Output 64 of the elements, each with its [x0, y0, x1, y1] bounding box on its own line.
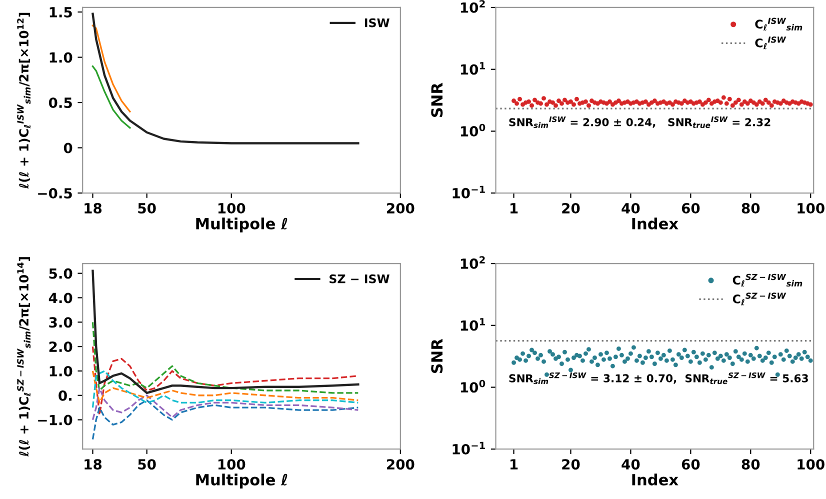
y-tick-label: −0.5 [38, 188, 72, 199]
x-tick-label: 20 [562, 203, 580, 214]
y-tick-label: 10$^{1}$ [460, 62, 485, 75]
y-tick-label: 10$^{1}$ [460, 318, 485, 331]
y-tick-label: 5.0 [49, 268, 72, 279]
y-tick-label: 1.0 [50, 52, 72, 63]
y-tick-label: 1.5 [50, 7, 72, 18]
y-tick-label: 10$^{2}$ [460, 0, 485, 13]
y-tick-label: 10$^{−1}$ [452, 442, 485, 454]
legend-label: C$_{ℓ}$$^{SZ−ISW}$$_{sim}$ [732, 274, 802, 287]
y-tick-label: 0. [58, 390, 72, 401]
x-tick-label: 80 [742, 203, 760, 214]
y-tick-label: 0.5 [48, 97, 72, 108]
y-tick-label: 10$^{−1}$ [452, 186, 485, 198]
y-tick-label: 3.0 [49, 317, 72, 328]
x-tick-label: 40 [622, 203, 640, 214]
x-axis-title: Multipole ℓ [196, 474, 288, 488]
x-tick-label: 100 [798, 203, 824, 214]
x-tick-label: 80 [742, 459, 760, 470]
x-tick-label: 1 [510, 459, 518, 470]
x-tick-label: 200 [387, 203, 414, 214]
x-axis-title: Index [632, 474, 678, 486]
x-tick-label: 200 [387, 459, 414, 470]
x-tick-label: 50 [138, 203, 156, 214]
x-tick-label: 40 [622, 459, 640, 470]
y-tick-label: 10$^{0}$ [460, 380, 486, 393]
annotation: SNR$_{sim}$$^{ISW}$ = 2.90 ± 0.24, SNR$_{true}$$^{ISW}$ = 2.32 [509, 116, 770, 128]
y-tick-label: 10$^{0}$ [460, 124, 486, 137]
x-tick-label: 50 [138, 459, 156, 470]
x-axis-title: Multipole ℓ [196, 218, 288, 232]
y-tick-label: 0 [64, 142, 72, 154]
line-series [92, 270, 360, 394]
line-series [92, 399, 359, 440]
legend-label: C$_{ℓ}$$^{SZ−ISW}$ [732, 292, 786, 306]
annotation: SNR$_{sim}$$^{SZ−ISW}$ = 3.12 ± 0.70, SNR$_{true}$$^{SZ−ISW}$ = 5.63 [509, 372, 808, 384]
x-tick-label: 1 [510, 203, 518, 214]
line-series [92, 12, 360, 144]
line-series [92, 65, 131, 129]
x-tick-label: 18 [84, 203, 102, 214]
x-tick-label: 20 [562, 459, 580, 470]
line-series [92, 346, 359, 416]
y-tick-label: 2.0 [49, 342, 72, 352]
x-axis-title: Index [632, 218, 678, 230]
y-tick-label: 10$^{2}$ [460, 256, 485, 269]
x-tick-label: 100 [218, 459, 246, 470]
line-series [92, 387, 359, 421]
legend-label: C$_{ℓ}$$^{ISW}$ [755, 36, 786, 50]
legend-label: SZ − ISW [330, 274, 390, 284]
line-series [92, 24, 131, 112]
legend-label: C$_{ℓ}$$^{ISW}$$_{sim}$ [755, 18, 802, 30]
y-tick-label: −1.0 [38, 414, 72, 426]
line-series [92, 321, 359, 394]
x-tick-label: 60 [682, 203, 700, 214]
x-tick-label: 18 [84, 459, 102, 470]
y-tick-label: 1.0 [50, 366, 72, 376]
y-tick-label: 4.0 [48, 292, 72, 304]
y-axis-title: SNR [431, 338, 443, 374]
y-axis-title: ℓ(ℓ + 1)C$_{ℓ}$$^{ISW}$$_{sim}$/2π[×10$^{12}$] [17, 12, 31, 189]
x-tick-label: 60 [682, 459, 700, 470]
y-axis-title: ℓ(ℓ + 1)C$_{ℓ}$$^{SZ−ISW}$$_{sim}$/2π[×10$^{14}$] [17, 257, 31, 457]
y-axis-title: SNR [431, 82, 443, 117]
legend-label: ISW [364, 18, 390, 28]
x-tick-label: 100 [798, 459, 824, 470]
x-tick-label: 100 [218, 203, 246, 214]
